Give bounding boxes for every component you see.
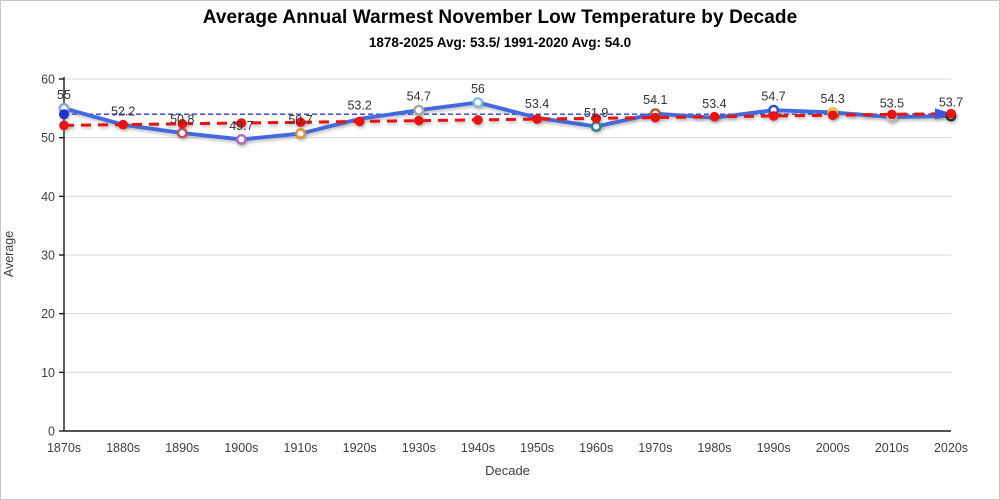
data-point-label: 49.7 [229, 119, 253, 133]
data-series-line [62, 100, 953, 142]
trend-point-marker [591, 113, 601, 124]
trend-point-marker [768, 111, 779, 121]
trend-point-marker [473, 115, 483, 125]
y-tick-label: 60 [41, 73, 55, 87]
y-tick-label: 0 [48, 425, 55, 439]
data-point-label: 56 [471, 82, 485, 96]
x-tick-label: 1900s [224, 441, 258, 455]
x-tick-label: 1940s [461, 441, 495, 455]
chart-subtitle: 1878-2025 Avg: 53.5/ 1991-2020 Avg: 54.0 [368, 35, 632, 50]
trend-point-marker [177, 118, 188, 129]
y-tick-label: 10 [41, 366, 55, 380]
x-tick-label: 1920s [343, 441, 377, 455]
x-tick-label: 2020s [934, 441, 968, 455]
data-point-label: 50.8 [170, 112, 194, 126]
x-tick-label: 1870s [47, 441, 81, 455]
y-tick-label: 30 [41, 249, 55, 263]
data-point-label: 54.3 [821, 92, 845, 106]
trend-point-marker [946, 108, 956, 119]
data-point-label: 51.9 [584, 106, 608, 120]
trend-point-marker [295, 117, 306, 128]
data-point-marker [176, 127, 188, 139]
data-point-marker [413, 104, 425, 116]
trend-point-marker [414, 115, 424, 126]
y-axis-title: Average [2, 230, 16, 278]
x-tick-label: 1890s [165, 441, 199, 455]
data-point-label: 55 [57, 88, 71, 102]
data-point-label: 52.2 [111, 104, 135, 118]
x-axis-title: Decade [485, 463, 530, 478]
trend-point-marker [709, 111, 720, 122]
x-tick-label: 1880s [106, 441, 140, 455]
x-tick-label: 2000s [816, 441, 850, 455]
y-tick-label: 20 [41, 307, 55, 321]
data-point-label: 54.7 [761, 90, 785, 104]
data-point-marker [590, 121, 602, 132]
avg-line-start-marker [59, 109, 69, 120]
data-point-marker [472, 97, 484, 108]
data-point-label: 54.7 [407, 90, 431, 104]
data-point-label: 50.7 [288, 113, 312, 127]
x-tick-label: 1970s [638, 441, 672, 455]
data-point-label: 53.4 [702, 97, 726, 111]
trend-point-marker [532, 114, 542, 124]
data-point-marker [295, 128, 306, 139]
x-tick-label: 1950s [520, 441, 554, 455]
trend-point-marker [59, 120, 69, 131]
data-point-marker [235, 134, 247, 145]
trend-point-marker [354, 116, 365, 127]
data-point-label: 53.2 [347, 98, 371, 112]
data-point-label: 54.1 [643, 93, 667, 107]
line-end-arrow-icon [935, 108, 953, 120]
x-tick-label: 1930s [402, 441, 436, 455]
y-tick-label: 40 [41, 190, 55, 204]
data-point-label: 53.5 [880, 97, 904, 111]
y-tick-label: 50 [41, 131, 55, 145]
data-point-label: 53.4 [525, 97, 549, 111]
x-tick-label: 1990s [757, 441, 791, 455]
x-tick-label: 1980s [697, 441, 731, 455]
trend-point-marker [118, 119, 128, 130]
trend-point-marker [236, 118, 247, 128]
x-tick-label: 2010s [875, 441, 909, 455]
trend-point-marker [887, 109, 897, 120]
trend-line [63, 112, 952, 127]
trend-point-marker [827, 110, 838, 120]
data-point-label: 53.7 [939, 95, 963, 109]
x-tick-label: 1910s [284, 441, 318, 455]
chart-title: Average Annual Warmest November Low Temp… [202, 7, 798, 28]
trend-point-marker [650, 112, 661, 123]
x-tick-label: 1960s [579, 441, 613, 455]
